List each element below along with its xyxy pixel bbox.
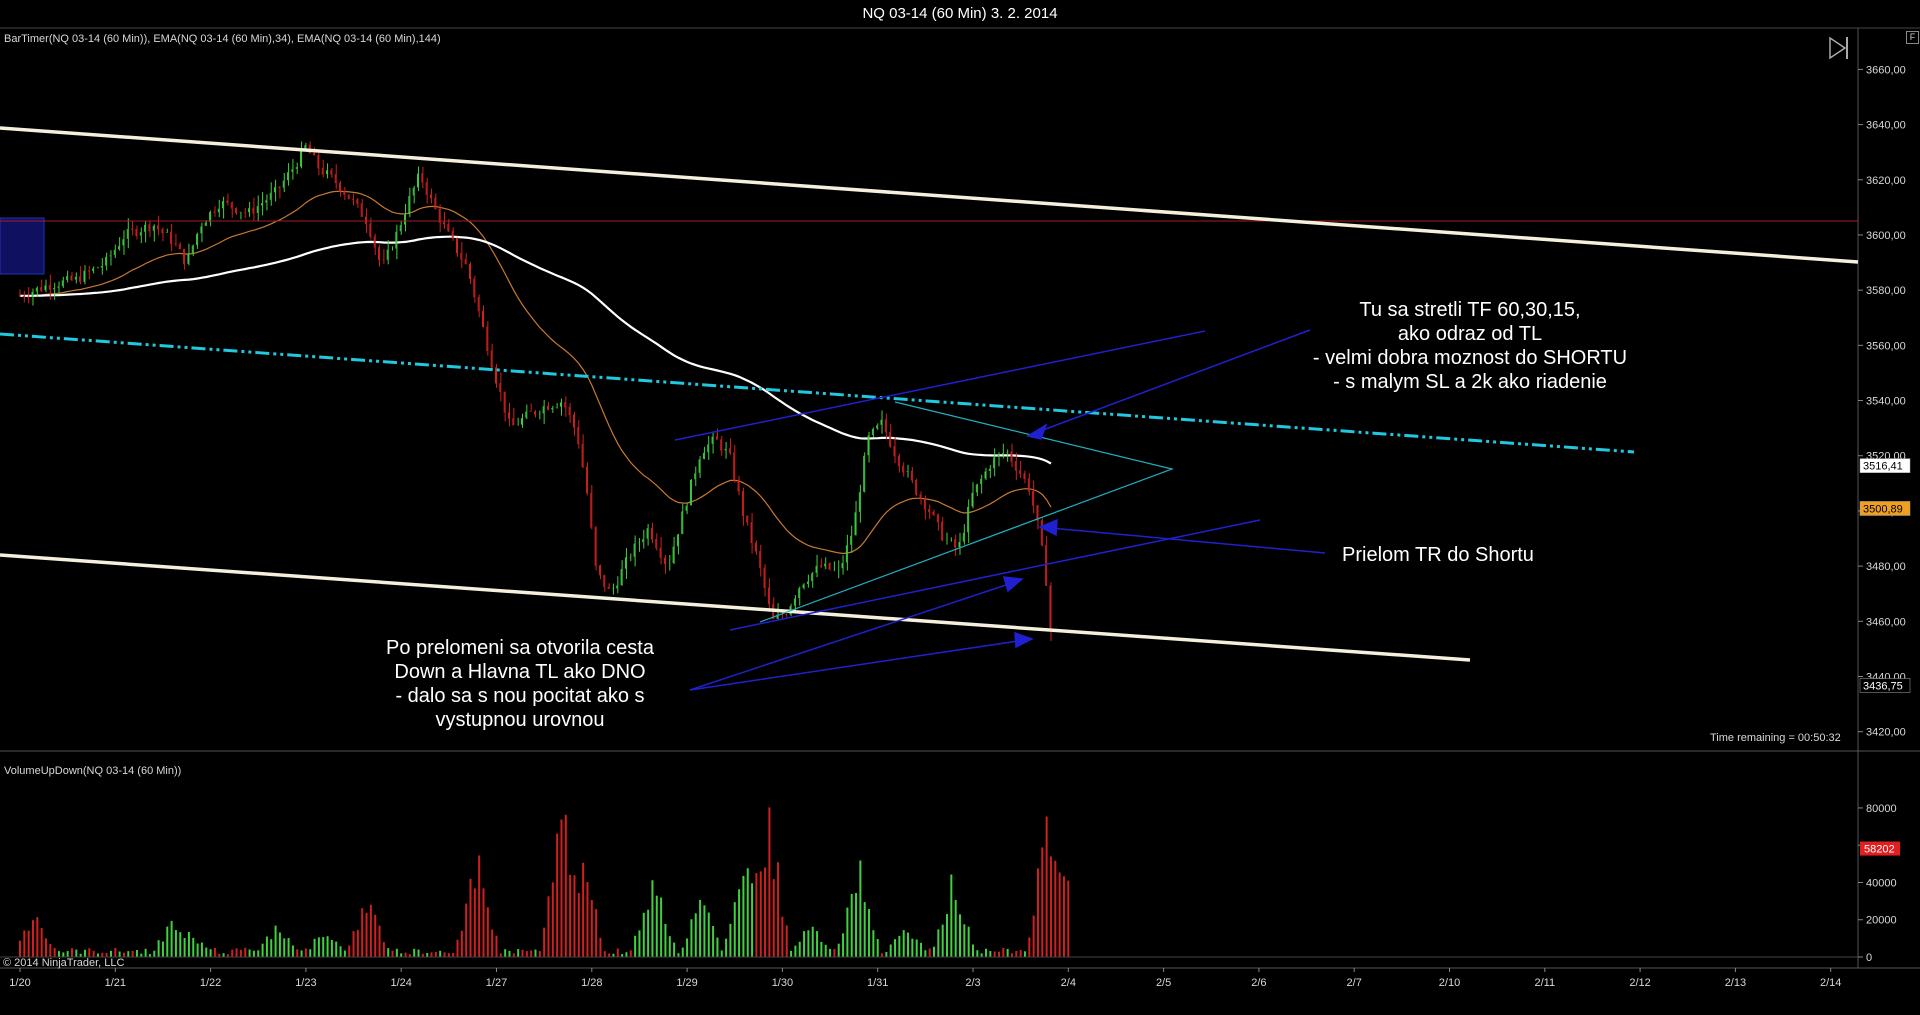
triangle-line-b: [760, 402, 895, 622]
x-tick-label: 1/30: [772, 977, 793, 989]
ema-34-line: [20, 190, 1052, 555]
volume-y-tick-label: 80000: [1866, 803, 1897, 815]
bar-timer: Time remaining = 00:50:32: [1710, 732, 1841, 744]
y-tick-label: 3640,00: [1866, 120, 1906, 132]
drawing-objects: [0, 126, 1859, 691]
volume-tag-label: 58202: [1864, 844, 1895, 856]
channel-upper-line: [674, 330, 1206, 441]
svg-text:Down a Hlavna TL ako DNO: Down a Hlavna TL ako DNO: [394, 661, 645, 683]
copyright: © 2014 NinjaTrader, LLC: [3, 957, 124, 969]
channel-lower-line: [729, 519, 1261, 631]
x-tick-label: 2/10: [1439, 977, 1460, 989]
x-tick-label: 1/31: [867, 977, 888, 989]
go-to-end-icon[interactable]: [1829, 36, 1848, 60]
x-tick-label: 1/27: [486, 977, 507, 989]
svg-text:- velmi dobra moznost do SHORT: - velmi dobra moznost do SHORTU: [1313, 347, 1627, 369]
svg-text:vystupnou urovnou: vystupnou urovnou: [435, 709, 604, 731]
axis-ticks: 1/20 1/21 1/22 1/23 1/24 1/27 1/28 1/29 1/30 1/31…: [9, 64, 1905, 989]
triangle-line-a: [759, 401, 1175, 623]
volume-indicator-label: VolumeUpDown(NQ 03-14 (60 Min)): [4, 765, 181, 777]
ema-lines: [20, 190, 1052, 555]
svg-text:- s malym SL a 2k ako riadenie: - s malym SL a 2k ako riadenie: [1333, 371, 1607, 393]
volume-tag: [1860, 841, 1900, 856]
x-tick-label: 2/4: [1061, 977, 1076, 989]
price-tag: [1859, 678, 1911, 693]
arrow-middle: [1038, 518, 1326, 554]
x-tick-label: 1/29: [676, 977, 697, 989]
svg-text:ako odraz od TL: ako odraz od TL: [1398, 323, 1542, 345]
y-tick-label: 3480,00: [1866, 561, 1906, 573]
price-tag-label: 3436,75: [1863, 680, 1903, 692]
x-tick-label: 2/5: [1156, 977, 1171, 989]
annotation-bottom-left: Po prelomeni sa otvorila cesta Down a Hl…: [386, 637, 655, 731]
annotation-middle-right: Prielom TR do Shortu: [1342, 544, 1534, 566]
y-tick-label: 3580,00: [1866, 285, 1906, 297]
price-tag-label: 3500,89: [1863, 503, 1903, 515]
upper-trendline: [0, 126, 1859, 264]
y-tick-label: 3540,00: [1866, 396, 1906, 408]
price-tags: 3516,41 3500,89 3436,75 58202: [1859, 458, 1911, 856]
x-tick-label: 2/6: [1251, 977, 1266, 989]
price-tag: [1859, 501, 1911, 516]
x-tick-label: 2/12: [1629, 977, 1650, 989]
price-indicator-label: BarTimer(NQ 03-14 (60 Min)), EMA(NQ 03-1…: [4, 33, 441, 45]
y-tick-label: 3560,00: [1866, 340, 1906, 352]
y-tick-label: 3600,00: [1866, 230, 1906, 242]
svg-text:Po prelomeni sa otvorila cesta: Po prelomeni sa otvorila cesta: [386, 637, 655, 659]
annotation-top-right: Tu sa stretli TF 60,30,15, ako odraz od …: [1313, 299, 1627, 393]
arrow-top: [1026, 329, 1311, 440]
svg-text:- dalo sa s nou pocitat ako s: - dalo sa s nou pocitat ako s: [395, 685, 644, 707]
highlight-box: [0, 217, 45, 275]
x-tick-label: 2/14: [1820, 977, 1841, 989]
candlesticks: [18, 141, 1052, 642]
x-tick-label: 1/23: [295, 977, 316, 989]
y-tick-label: 3620,00: [1866, 175, 1906, 187]
ema-144-line: [20, 235, 1052, 465]
x-tick-label: 2/7: [1347, 977, 1362, 989]
lower-trendline: [0, 553, 1471, 662]
svg-text:Tu sa stretli TF 60,30,15,: Tu sa stretli TF 60,30,15,: [1359, 299, 1580, 321]
price-tag: [1859, 458, 1911, 473]
volume-bars: [0, 807, 1858, 958]
arrow-bottom: [689, 576, 1034, 691]
x-tick-label: 1/24: [390, 977, 411, 989]
x-tick-label: 1/28: [581, 977, 602, 989]
volume-y-tick-label: 20000: [1866, 915, 1897, 927]
price-tag-label: 3516,41: [1863, 461, 1903, 473]
y-tick-label: 3420,00: [1866, 727, 1906, 739]
corner-button[interactable]: F: [1906, 31, 1919, 44]
x-tick-label: 1/22: [200, 977, 221, 989]
chart-title: NQ 03-14 (60 Min) 3. 2. 2014: [0, 0, 1920, 28]
x-tick-label: 1/21: [105, 977, 126, 989]
x-tick-label: 1/20: [9, 977, 30, 989]
x-tick-label: 2/11: [1535, 977, 1556, 989]
x-tick-label: 2/3: [965, 977, 980, 989]
volume-y-tick-label: 0: [1866, 952, 1872, 964]
x-tick-label: 2/13: [1725, 977, 1746, 989]
volume-y-tick-label: 40000: [1866, 877, 1897, 889]
y-tick-label: 3660,00: [1866, 64, 1906, 76]
y-tick-label: 3460,00: [1866, 616, 1906, 628]
cyan-dash-dot-line: [0, 332, 1635, 454]
